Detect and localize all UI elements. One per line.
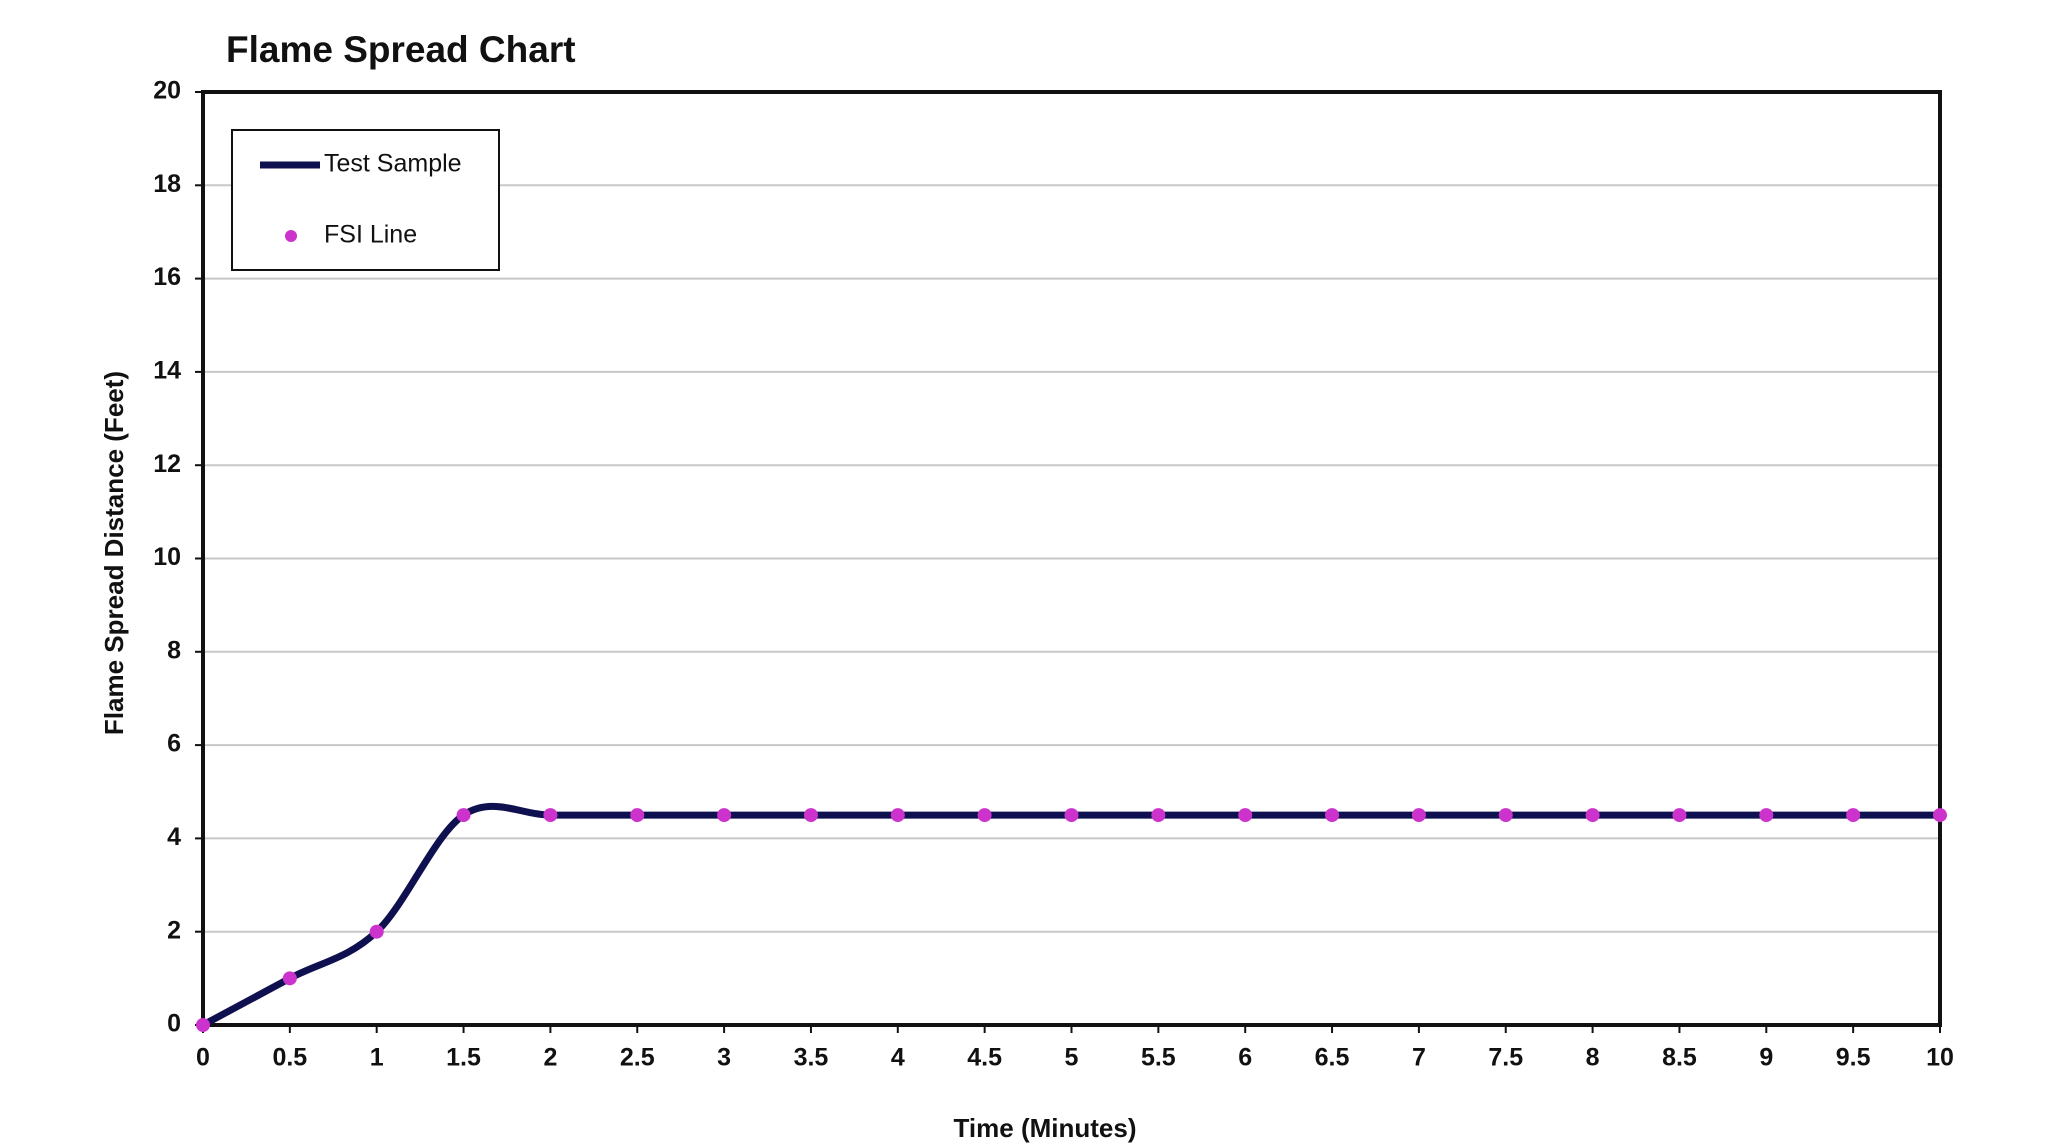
x-tick-label: 5.5 [1141,1044,1176,1072]
data-point [456,808,471,823]
data-point [803,808,818,823]
x-tick-label: 3 [717,1044,731,1072]
y-tick-label: 6 [167,730,181,758]
x-tick-label: 0.5 [272,1044,307,1072]
chart-title: Flame Spread Chart [226,29,576,70]
y-tick-label: 20 [153,77,181,105]
x-tick-label: 4 [891,1044,905,1072]
y-tick-label: 12 [153,450,181,478]
x-tick-label: 9.5 [1836,1044,1871,1072]
y-tick-label: 0 [167,1010,181,1038]
x-tick-label: 3.5 [794,1044,829,1072]
y-tick-label: 10 [153,543,181,571]
x-tick-label: 8.5 [1662,1044,1697,1072]
data-point [369,924,384,939]
x-tick-label: 6 [1238,1044,1252,1072]
x-tick-label: 2 [543,1044,557,1072]
data-point [543,808,558,823]
data-point [977,808,992,823]
x-tick-label: 7.5 [1488,1044,1523,1072]
data-point [1151,808,1166,823]
x-tick-label: 9 [1759,1044,1773,1072]
data-point [1411,808,1426,823]
plot-frame [201,90,1942,1027]
legend-label: Test Sample [324,150,462,178]
x-tick-label: 0 [196,1044,210,1072]
x-tick-label: 7 [1412,1044,1426,1072]
data-point [196,1018,210,1032]
x-tick-label: 8 [1586,1044,1600,1072]
y-tick-label: 16 [153,263,181,291]
x-tick-label: 1.5 [446,1044,481,1072]
y-tick-label: 8 [167,636,181,664]
data-point [1759,808,1774,823]
y-tick-label: 14 [153,357,181,385]
data-point [1238,808,1253,823]
y-tick-label: 18 [153,170,181,198]
x-tick-label: 6.5 [1315,1044,1350,1072]
y-tick-label: 4 [167,823,181,851]
x-tick-label: 10 [1926,1044,1954,1072]
x-tick-label: 1 [370,1044,384,1072]
x-tick-label: 5 [1065,1044,1079,1072]
y-axis-label: Flame Spread Distance (Feet) [99,371,129,735]
y-tick-label: 2 [167,916,181,944]
data-point [1064,808,1079,823]
legend-label: FSI Line [324,221,417,249]
data-point [1585,808,1600,823]
x-tick-label: 4.5 [967,1044,1002,1072]
data-point [890,808,905,823]
x-tick-label: 2.5 [620,1044,655,1072]
legend-box [231,129,500,271]
data-point [1672,808,1687,823]
data-point [717,808,732,823]
x-axis-label: Time (Minutes) [954,1113,1137,1143]
data-point [1325,808,1340,823]
data-point [630,808,645,823]
data-point [1846,808,1861,823]
data-point [1498,808,1513,823]
data-point [1933,808,1947,823]
data-point [282,971,297,986]
legend-marker [285,230,297,242]
